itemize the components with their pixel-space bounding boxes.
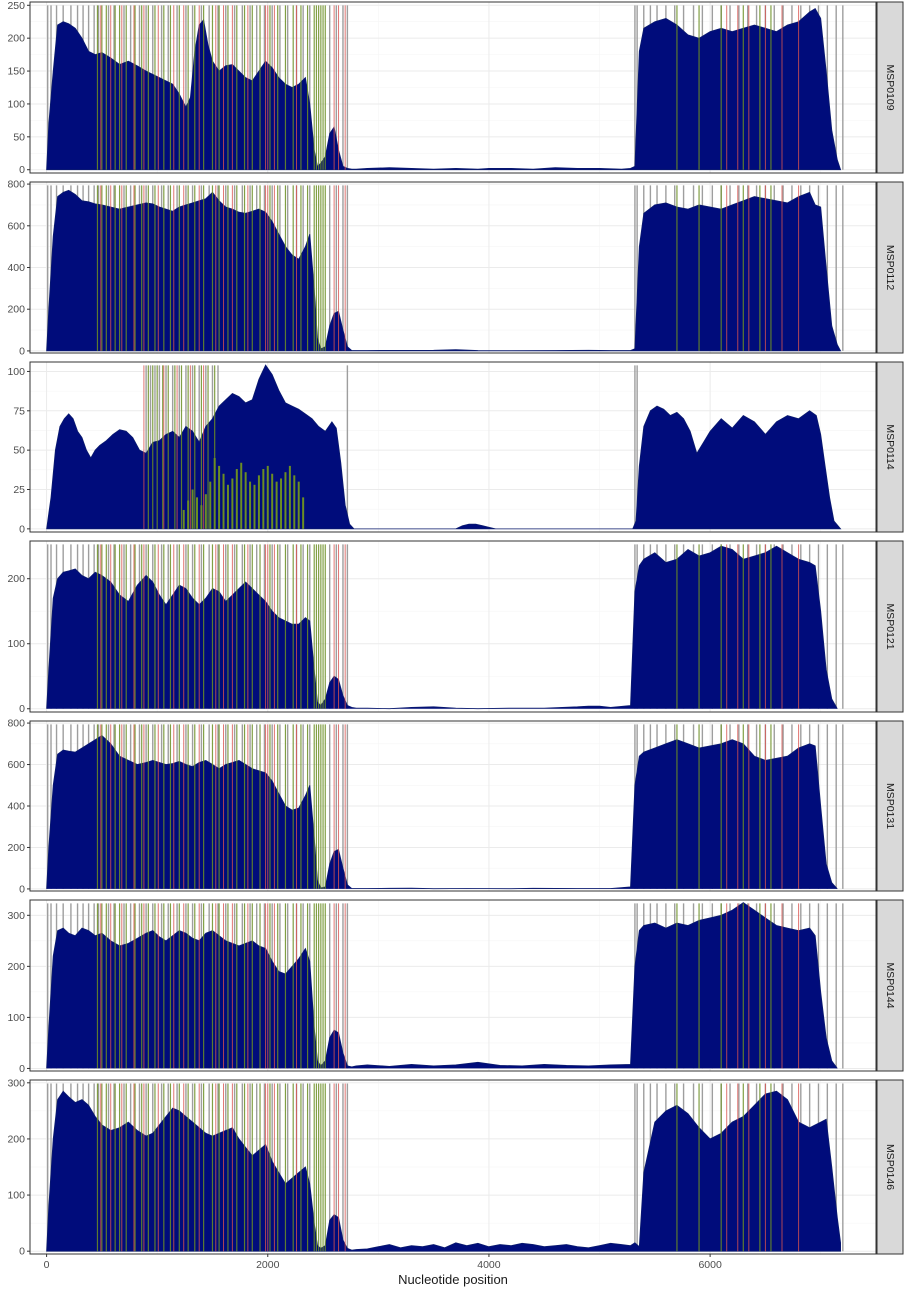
panel-border: [29, 1079, 877, 1255]
panel-MSP0121: 0 100 200 MSP0121: [7, 540, 904, 715]
panel-border: [29, 899, 877, 1072]
facet-strip: [876, 540, 904, 713]
y-tick-label: 0: [19, 523, 25, 535]
x-tick-label: 6000: [698, 1259, 722, 1271]
facet-strip-label: MSP0121: [884, 603, 896, 649]
facet-strip: [876, 1079, 904, 1255]
y-tick-label: 100: [7, 1190, 25, 1202]
y-tick-label: 600: [7, 759, 25, 771]
panel-MSP0109: 0 50 100 150 200 250 MSP0109: [7, 0, 904, 176]
facet-strip-label: MSP0146: [884, 1144, 896, 1190]
x-axis: 0 2000 4000 6000 Nucleotide position: [44, 1254, 722, 1287]
y-tick-label: 0: [19, 703, 25, 715]
panel-MSP0146: 0 100 200 300 MSP0146: [7, 1077, 904, 1258]
y-tick-label: 600: [7, 220, 25, 232]
facet-strip: [876, 361, 904, 533]
y-tick-label: 0: [19, 345, 25, 357]
y-tick-label: 0: [19, 1063, 25, 1075]
y-tick-label: 25: [13, 484, 25, 496]
panel-MSP0112: 0 200 400 600 800 MSP0112: [7, 179, 904, 357]
y-tick-label: 100: [7, 98, 25, 110]
y-tick-label: 800: [7, 179, 25, 191]
y-tick-label: 200: [7, 304, 25, 316]
y-tick-label: 0: [19, 1246, 25, 1258]
y-tick-label: 50: [13, 445, 25, 457]
facet-strip-label: MSP0109: [884, 64, 896, 110]
y-tick-label: 200: [7, 1133, 25, 1145]
facet-strip-label: MSP0114: [884, 424, 896, 469]
y-tick-label: 50: [13, 131, 25, 143]
panel-MSP0144: 0 100 200 300 MSP0144: [7, 899, 904, 1075]
facet-strip-label: MSP0112: [884, 245, 896, 290]
x-tick-label: 2000: [256, 1259, 280, 1271]
facet-strip: [876, 720, 904, 892]
y-tick-label: 100: [7, 638, 25, 650]
panel-border: [29, 361, 877, 533]
y-tick-label: 100: [7, 366, 25, 378]
panel-MSP0131: 0 200 400 600 800 MSP0131: [7, 718, 904, 895]
y-tick-label: 250: [7, 0, 25, 12]
y-tick-label: 800: [7, 718, 25, 730]
y-tick-label: 200: [7, 573, 25, 585]
y-tick-label: 200: [7, 33, 25, 45]
facet-strip: [876, 181, 904, 354]
panel-MSP0114: 0 25 50 75 100 MSP0114: [7, 361, 904, 535]
y-tick-label: 400: [7, 801, 25, 813]
x-tick-label: 0: [44, 1259, 50, 1271]
facet-strip: [876, 899, 904, 1072]
facet-strip-label: MSP0131: [884, 783, 896, 829]
y-tick-label: 400: [7, 262, 25, 274]
y-tick-label: 150: [7, 66, 25, 78]
y-tick-label: 0: [19, 164, 25, 176]
y-tick-label: 200: [7, 842, 25, 854]
facet-strip: [876, 1, 904, 174]
y-tick-label: 75: [13, 405, 25, 417]
y-tick-label: 300: [7, 1077, 25, 1089]
y-tick-label: 300: [7, 910, 25, 922]
y-tick-label: 0: [19, 883, 25, 895]
y-tick-label: 100: [7, 1012, 25, 1024]
facet-strip-label: MSP0144: [884, 962, 896, 1008]
panel-border: [29, 1, 877, 174]
x-axis-title: Nucleotide position: [398, 1272, 508, 1287]
x-tick-label: 4000: [477, 1259, 501, 1271]
y-tick-label: 200: [7, 961, 25, 973]
panel-border: [29, 540, 877, 713]
